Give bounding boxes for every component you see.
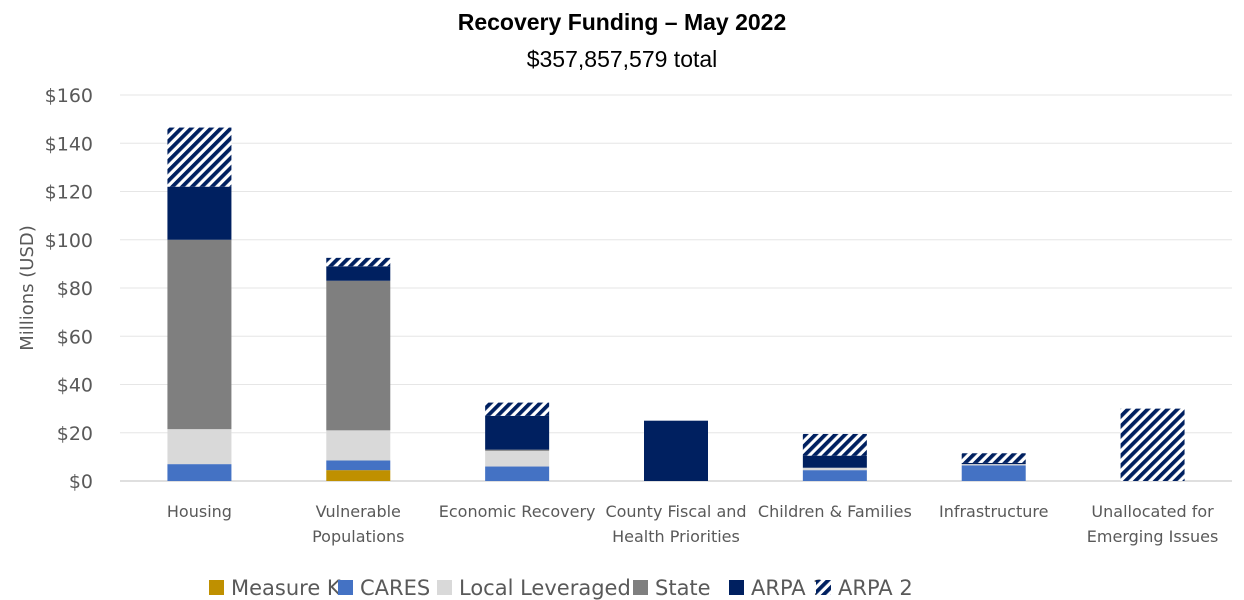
bar-segment <box>326 266 391 281</box>
legend-swatch <box>338 580 353 595</box>
bar-segment <box>1120 408 1185 481</box>
legend-swatch <box>437 580 452 595</box>
legend-swatch <box>729 580 744 595</box>
bar-segment <box>961 462 1026 465</box>
y-axis-label: Millions (USD) <box>17 225 38 351</box>
legend-label: ARPA 2 <box>838 576 913 600</box>
bar-segment <box>167 464 232 481</box>
x-tick-label: Infrastructure <box>939 502 1048 521</box>
legend-swatch <box>209 580 224 595</box>
bar-segment <box>802 470 867 481</box>
x-tick-label: Economic Recovery <box>439 502 596 521</box>
bar-segment <box>485 449 550 451</box>
bar-segment <box>167 127 232 187</box>
y-tick-label: $80 <box>57 278 93 300</box>
bar-segment <box>326 430 391 461</box>
bar-segment <box>961 465 1026 481</box>
bar-segment <box>802 467 867 471</box>
x-axis-labels: Housing Vulnerable Populations Economic Rec… <box>167 502 1218 546</box>
legend: Measure K CARES Local Leveraged State ARPA 1… <box>209 576 913 600</box>
x-tick-label: Emerging Issues <box>1087 527 1219 546</box>
x-tick-label: Housing <box>167 502 232 521</box>
chart-title: Recovery Funding – May 2022 <box>458 9 787 35</box>
legend-label: Measure K <box>231 576 342 600</box>
legend-swatch <box>816 580 831 595</box>
legend-label: ARPA 1 <box>751 576 826 600</box>
chart-subtitle: $357,857,579 total <box>527 46 718 72</box>
bar-segment <box>802 433 867 456</box>
legend-label: State <box>655 576 711 600</box>
legend-label: CARES <box>360 576 430 600</box>
bar-segment <box>167 186 232 240</box>
bar-segment <box>485 450 550 467</box>
bar-segment <box>802 455 867 468</box>
bar-segment <box>326 460 391 471</box>
y-tick-label: $0 <box>69 471 93 493</box>
bar-segment <box>167 429 232 465</box>
y-tick-label: $120 <box>45 182 93 204</box>
y-tick-label: $40 <box>57 375 93 397</box>
bar-segment <box>167 239 232 430</box>
grid-lines <box>120 94 1232 482</box>
x-tick-label: Vulnerable <box>316 502 401 521</box>
bar-segment <box>485 466 550 481</box>
x-tick-label: Unallocated for <box>1091 502 1214 521</box>
y-tick-label: $100 <box>45 230 93 252</box>
y-tick-label: $60 <box>57 326 93 348</box>
legend-swatch <box>633 580 648 595</box>
y-axis-ticks: $0 $20 $40 $60 $80 $100 $120 $140 $160 <box>45 85 93 493</box>
y-tick-label: $140 <box>45 133 93 155</box>
bars <box>167 127 1185 481</box>
bar-segment <box>326 280 391 431</box>
bar-segment <box>961 453 1026 463</box>
bar-segment <box>485 415 550 450</box>
bar-segment <box>644 420 708 481</box>
x-tick-label: County Fiscal and <box>605 502 746 521</box>
bar-segment <box>485 402 550 416</box>
bar-segment <box>961 464 1026 466</box>
y-tick-label: $20 <box>57 423 93 445</box>
legend-label: Local Leveraged <box>459 576 631 600</box>
bar-segment <box>326 470 391 481</box>
bar-segment <box>326 257 391 267</box>
x-tick-label: Children & Families <box>758 502 912 521</box>
x-tick-label: Populations <box>312 527 404 546</box>
y-tick-label: $160 <box>45 85 93 107</box>
x-tick-label: Health Priorities <box>612 527 740 546</box>
